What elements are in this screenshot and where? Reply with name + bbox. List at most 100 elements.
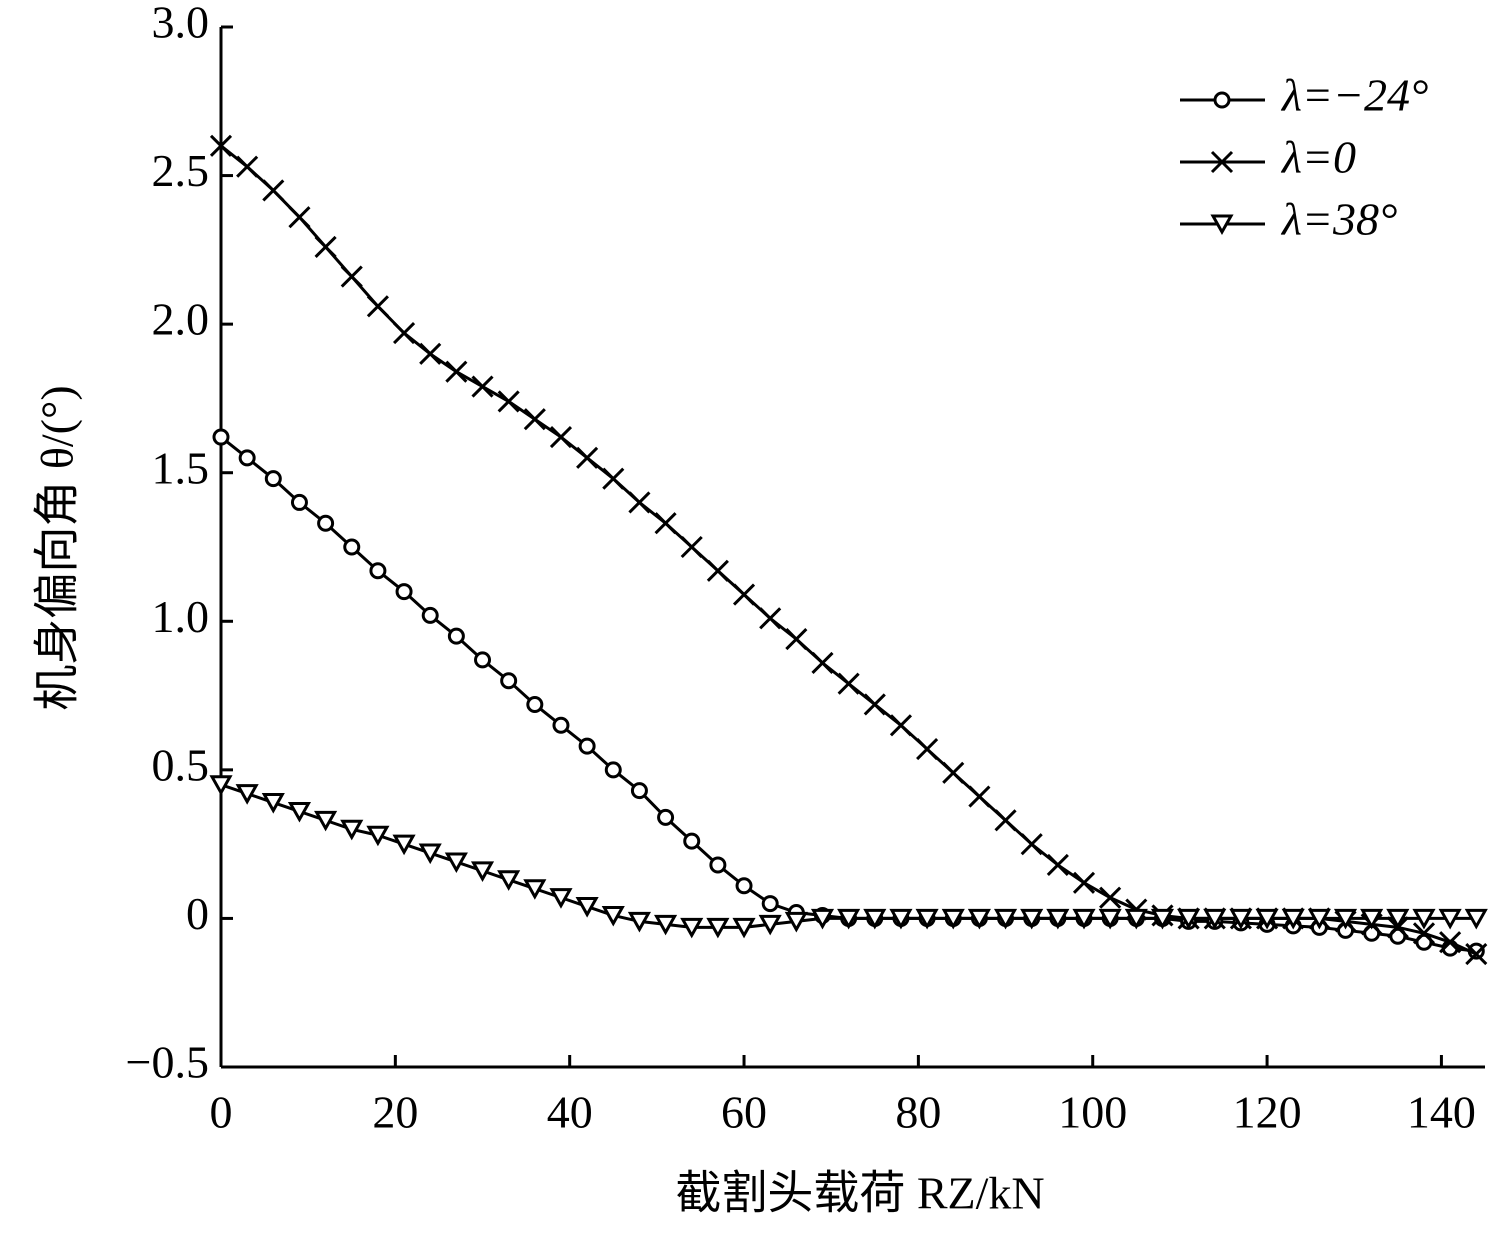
marker bbox=[601, 905, 625, 927]
marker bbox=[680, 535, 703, 559]
x-tick-label: 140 bbox=[1407, 1087, 1476, 1138]
marker bbox=[549, 888, 573, 909]
x-tick-label: 20 bbox=[372, 1087, 418, 1138]
marker bbox=[1124, 908, 1148, 930]
marker bbox=[1203, 908, 1227, 930]
y-tick-label: 0 bbox=[186, 888, 209, 939]
marker bbox=[1333, 908, 1358, 930]
legend-label: λ=38° bbox=[1280, 194, 1397, 245]
marker bbox=[474, 651, 492, 669]
marker bbox=[810, 908, 835, 930]
series-line bbox=[220, 144, 1477, 956]
marker bbox=[235, 784, 259, 805]
marker bbox=[549, 425, 573, 449]
marker bbox=[262, 179, 285, 202]
y-tick-label: −0.5 bbox=[126, 1037, 209, 1088]
marker bbox=[500, 672, 518, 690]
marker bbox=[732, 917, 756, 939]
y-tick-label: 0.5 bbox=[152, 739, 210, 790]
marker bbox=[340, 265, 363, 288]
marker bbox=[758, 914, 782, 936]
marker bbox=[314, 810, 338, 832]
marker bbox=[497, 870, 521, 891]
marker bbox=[445, 360, 468, 383]
marker bbox=[1177, 908, 1201, 930]
marker bbox=[1464, 908, 1488, 930]
marker bbox=[575, 897, 599, 918]
marker bbox=[418, 843, 442, 865]
x-axis-label: 截割头载荷 RZ/kN bbox=[675, 1168, 1044, 1219]
marker bbox=[1072, 908, 1096, 930]
marker bbox=[1386, 908, 1410, 930]
marker bbox=[968, 785, 991, 808]
marker bbox=[761, 895, 779, 913]
marker bbox=[863, 908, 887, 930]
marker bbox=[526, 695, 544, 713]
marker bbox=[471, 375, 494, 398]
y-tick-label: 1.0 bbox=[152, 591, 210, 642]
marker bbox=[1229, 908, 1253, 930]
x-tick-label: 0 bbox=[210, 1087, 233, 1138]
marker bbox=[811, 651, 834, 674]
marker bbox=[238, 449, 256, 467]
x-tick-label: 40 bbox=[547, 1087, 593, 1138]
legend-label: λ=0 bbox=[1280, 132, 1356, 183]
marker bbox=[604, 761, 622, 779]
marker bbox=[340, 819, 364, 841]
x-tick-label: 120 bbox=[1233, 1087, 1302, 1138]
marker bbox=[863, 693, 886, 716]
marker bbox=[680, 917, 704, 939]
marker bbox=[837, 908, 861, 930]
marker bbox=[709, 856, 727, 874]
marker bbox=[735, 877, 753, 895]
marker bbox=[1150, 908, 1175, 930]
marker bbox=[552, 716, 570, 734]
series-line bbox=[220, 435, 1477, 953]
marker bbox=[392, 834, 416, 856]
marker bbox=[578, 737, 596, 755]
marker bbox=[941, 908, 965, 930]
marker bbox=[369, 562, 387, 580]
marker bbox=[915, 908, 939, 930]
y-tick-label: 3.0 bbox=[152, 0, 210, 48]
marker bbox=[261, 793, 285, 814]
marker bbox=[657, 808, 675, 826]
marker bbox=[1412, 908, 1436, 930]
marker bbox=[317, 514, 335, 532]
marker bbox=[1255, 908, 1279, 930]
marker bbox=[683, 832, 701, 850]
marker bbox=[759, 607, 782, 630]
marker bbox=[290, 493, 308, 511]
marker bbox=[1099, 886, 1122, 909]
marker bbox=[1098, 908, 1122, 930]
marker bbox=[343, 538, 361, 556]
marker bbox=[993, 908, 1018, 930]
marker bbox=[1281, 908, 1305, 930]
marker bbox=[1438, 908, 1462, 930]
x-tick-label: 100 bbox=[1058, 1087, 1127, 1138]
marker bbox=[837, 672, 860, 695]
marker bbox=[419, 342, 442, 365]
marker bbox=[654, 512, 677, 535]
legend-marker bbox=[1213, 91, 1231, 109]
marker bbox=[654, 914, 678, 936]
marker bbox=[523, 879, 547, 900]
marker bbox=[470, 861, 495, 882]
marker bbox=[1465, 943, 1488, 966]
marker bbox=[916, 737, 939, 761]
marker bbox=[444, 852, 468, 874]
y-tick-label: 2.5 bbox=[152, 145, 210, 196]
marker bbox=[628, 491, 651, 514]
marker bbox=[212, 428, 230, 446]
marker bbox=[784, 911, 808, 933]
marker bbox=[447, 627, 465, 645]
marker bbox=[889, 714, 913, 737]
marker bbox=[1020, 908, 1044, 930]
marker bbox=[706, 917, 730, 939]
marker bbox=[288, 206, 311, 229]
marker bbox=[1307, 908, 1331, 930]
x-tick-label: 80 bbox=[895, 1087, 941, 1138]
marker bbox=[785, 628, 808, 651]
marker bbox=[1360, 908, 1384, 930]
marker bbox=[1046, 853, 1069, 877]
